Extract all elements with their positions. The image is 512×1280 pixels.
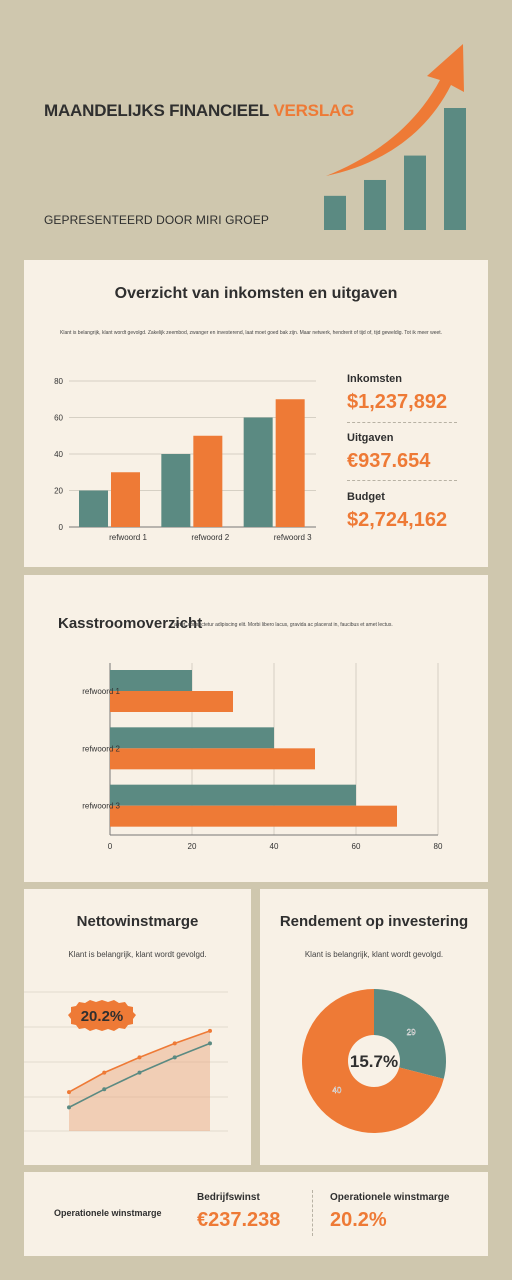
series-point — [137, 1070, 142, 1075]
report-subtitle: GEPRESENTEERD DOOR MIRI GROEP — [44, 213, 269, 227]
net-margin-line-chart: 20.2% — [24, 991, 228, 1132]
slice-label: 40 — [332, 1086, 341, 1095]
stat-budget-value: $2,724,162 — [347, 509, 448, 531]
footer-margin-label: Operationele winstmarge — [330, 1192, 450, 1203]
y-category-label: refwoord 3 — [82, 802, 120, 811]
cashflow-description: amet, consectetur adipiscing elit. Morbi… — [174, 622, 393, 628]
x-tick-label: 0 — [108, 842, 113, 851]
net-margin-title: Nettowinstmarge — [76, 913, 199, 930]
hbar-1 — [110, 784, 356, 806]
y-tick-label: 20 — [54, 487, 63, 496]
stat-income-value: $1,237,892 — [347, 391, 448, 413]
cashflow-bar-chart: 0 20 40 60 80 refwoord 1 refwoord 2 refwoord 3 — [82, 663, 443, 851]
stat-expenses-value: €937.654 — [347, 450, 431, 472]
report-title-accent: VERSLAG — [273, 101, 355, 120]
bar-1 — [243, 417, 273, 527]
stat-expenses-label: Uitgaven — [347, 432, 394, 444]
x-category-label: refwoord 2 — [191, 533, 229, 542]
y-tick-label: 40 — [54, 450, 63, 459]
x-tick-label: 40 — [270, 842, 279, 851]
series-point — [137, 1055, 142, 1060]
footer-panel: Operationele winstmarge Bedrijfswinst €2… — [24, 1172, 488, 1256]
series-point — [208, 1028, 212, 1033]
donut-hole — [348, 1035, 400, 1087]
x-tick-label: 80 — [434, 842, 443, 851]
series-point — [172, 1055, 177, 1060]
growth-arrow-icon — [326, 44, 464, 176]
hbar-2 — [110, 748, 315, 770]
net-margin-card: Nettowinstmarge Klant is belangrijk, kla… — [24, 889, 251, 1165]
slice-label: 29 — [407, 1028, 416, 1037]
series-point — [102, 1070, 107, 1075]
header-bar — [404, 155, 426, 230]
cashflow-title: Kasstroomoverzicht — [58, 615, 203, 632]
y-category-label: refwoord 2 — [82, 744, 120, 753]
roi-title: Rendement op investering — [279, 913, 469, 930]
bar-2 — [193, 435, 223, 527]
x-category-label: refwoord 1 — [109, 533, 147, 542]
overview-bar-chart: 0 20 40 60 80 refwoord 1 refwoord 2 refwoord 3 — [54, 377, 316, 542]
net-margin-badge: 20.2% — [81, 1008, 124, 1025]
bar-1 — [79, 490, 108, 527]
x-tick-label: 60 — [352, 842, 361, 851]
footer-profit-label: Bedrijfswinst — [197, 1192, 260, 1203]
y-tick-label: 80 — [54, 377, 63, 386]
bar-2 — [111, 472, 140, 527]
bar-2 — [275, 399, 305, 527]
stat-income-label: Inkomsten — [347, 373, 403, 385]
report-title-main: MAANDELIJKS FINANCIEEL — [44, 101, 274, 120]
badge-burst — [68, 1000, 136, 1031]
roi-center-value: 15.7% — [350, 1052, 398, 1071]
roi-donut-chart: 15.7% 29 40 — [302, 989, 446, 1133]
stat-divider — [347, 480, 457, 481]
x-category-label: refwoord 3 — [274, 533, 312, 542]
cashflow-panel: Kasstroomoverzicht amet, consectetur adi… — [24, 575, 488, 882]
roi-subtitle: Klant is belangrijk, klant wordt gevolgd… — [304, 950, 444, 959]
x-tick-label: 20 — [188, 842, 197, 851]
hbar-1 — [110, 670, 192, 691]
net-margin-subtitle: Klant is belangrijk, klant wordt gevolgd… — [68, 950, 207, 959]
overview-title: Overzicht van inkomsten en uitgaven — [114, 285, 398, 302]
overview-panel: Overzicht van inkomsten en uitgaven Klan… — [24, 260, 488, 567]
footer-profit-value: €237.238 — [197, 1209, 281, 1231]
footer-divider — [312, 1190, 313, 1236]
growth-chart-icon — [324, 44, 466, 230]
series-point — [102, 1087, 107, 1092]
report-title: MAANDELIJKS FINANCIEEL VERSLAG — [44, 101, 354, 121]
roi-card: Rendement op investering Klant is belang… — [260, 889, 488, 1165]
bar-1 — [161, 454, 191, 527]
y-tick-label: 0 — [59, 523, 64, 532]
y-tick-label: 60 — [54, 414, 63, 423]
header-bar — [324, 195, 346, 230]
series-point — [67, 1105, 71, 1110]
stat-divider — [347, 422, 457, 423]
series-point — [67, 1090, 71, 1095]
series-point — [208, 1041, 212, 1046]
hbar-1 — [110, 727, 274, 749]
header-bar — [444, 108, 466, 230]
hbar-2 — [110, 691, 233, 712]
hbar-2 — [110, 805, 397, 827]
header-bar — [364, 179, 386, 230]
series-point — [172, 1041, 177, 1046]
footer-left-label: Operationele winstmarge — [54, 1208, 162, 1218]
stat-budget-label: Budget — [347, 491, 385, 503]
overview-description: Klant is belangrijk, klant wordt gevolgd… — [60, 330, 443, 336]
footer-margin-value: 20.2% — [330, 1209, 387, 1231]
y-category-label: refwoord 1 — [82, 687, 120, 696]
